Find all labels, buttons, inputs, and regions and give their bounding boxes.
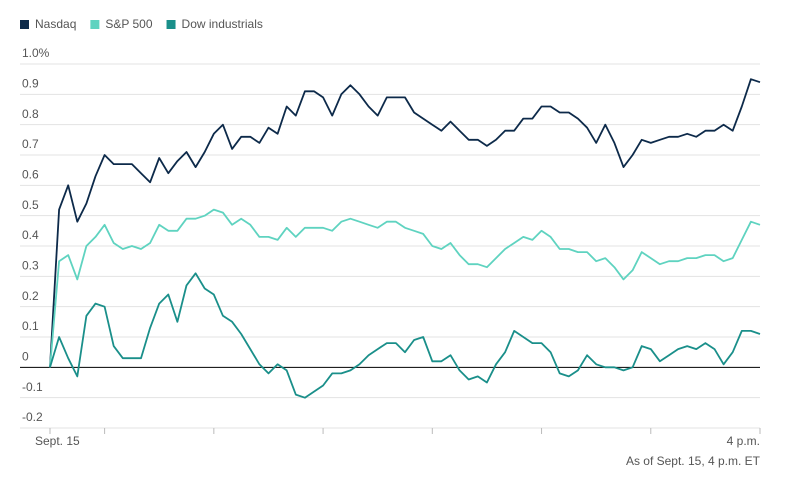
y-tick-label: 0	[22, 350, 29, 364]
legend-swatch	[20, 20, 29, 29]
y-tick-label: 0.3	[22, 259, 39, 273]
legend-swatch	[90, 20, 100, 29]
y-tick-label: 0.7	[22, 137, 39, 151]
legend-label: Nasdaq	[35, 17, 76, 31]
y-tick-label: 0.5	[22, 198, 39, 212]
series-line	[49, 272, 761, 399]
y-tick-label: 0.8	[22, 107, 39, 121]
x-tick-label: 4 p.m.	[727, 434, 760, 448]
series-line	[49, 208, 761, 368]
y-tick-label: 0.1	[22, 319, 39, 333]
y-tick-label: 0.2	[22, 289, 39, 303]
series-line	[49, 78, 761, 368]
y-tick-label: -0.2	[22, 410, 43, 424]
x-tick-label: Sept. 15	[35, 434, 80, 448]
y-tick-label: 0.6	[22, 168, 39, 182]
legend-label: S&P 500	[105, 17, 152, 31]
annotation: As of Sept. 15, 4 p.m. ET	[626, 454, 761, 468]
y-tick-label: 0.4	[22, 228, 39, 242]
y-tick-label: 0.9	[22, 77, 39, 91]
y-tick-label: 1.0%	[22, 46, 50, 60]
legend-label: Dow industrials	[182, 17, 263, 31]
y-tick-label: -0.1	[22, 380, 43, 394]
legend-swatch	[166, 20, 176, 29]
